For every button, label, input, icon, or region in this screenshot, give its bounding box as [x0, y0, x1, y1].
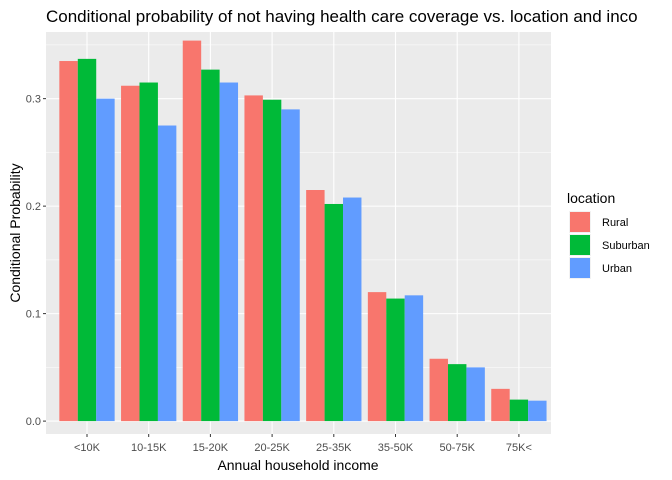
x-tick-label: 15-20K — [193, 442, 229, 454]
y-tick-label: 0.3 — [26, 94, 41, 106]
bar-rural-5 — [367, 292, 387, 422]
y-tick-label: 0.0 — [26, 416, 41, 428]
bar-rural-1 — [121, 85, 140, 422]
bar-suburban-2 — [201, 69, 220, 422]
x-axis: <10K 10-15K 15-20K 20-25K 25-35K 35-50K 50-75K… — [74, 434, 532, 454]
x-tick-label: 20-25K — [254, 442, 290, 454]
bar-rural-7 — [491, 388, 510, 422]
legend-label-urban: Urban — [602, 263, 632, 275]
legend-swatch-rural — [570, 212, 590, 232]
bar-rural-6 — [429, 358, 448, 422]
legend-swatch-suburban — [570, 235, 590, 255]
legend-title: location — [567, 190, 615, 206]
bar-rural-0 — [59, 61, 78, 422]
x-axis-title: Annual household income — [217, 457, 378, 473]
y-axis: 0.0 0.1 0.2 0.3 — [26, 94, 46, 428]
bar-suburban-6 — [447, 364, 467, 422]
bar-urban-4 — [343, 197, 362, 422]
y-tick-label: 0.1 — [26, 309, 41, 321]
bar-suburban-4 — [324, 203, 344, 422]
bar-urban-6 — [466, 367, 485, 422]
x-tick-label: 50-75K — [439, 442, 475, 454]
bar-urban-7 — [528, 400, 547, 422]
bar-suburban-7 — [509, 399, 529, 422]
legend: location Rural Suburban Urban — [567, 190, 650, 279]
bars — [59, 40, 547, 422]
bar-suburban-5 — [386, 298, 405, 422]
bar-suburban-3 — [262, 99, 282, 422]
bar-rural-3 — [244, 95, 263, 422]
bar-urban-3 — [281, 109, 300, 422]
bar-urban-0 — [96, 98, 115, 422]
bar-urban-1 — [157, 125, 177, 422]
bar-urban-2 — [219, 82, 239, 422]
y-axis-title: Conditional Probability — [7, 163, 23, 302]
legend-label-suburban: Suburban — [602, 240, 650, 252]
bar-rural-4 — [306, 190, 325, 422]
y-tick-label: 0.2 — [26, 201, 41, 213]
chart-title: Conditional probability of not having he… — [46, 7, 638, 26]
bar-suburban-0 — [77, 58, 97, 422]
x-tick-label: 10-15K — [131, 442, 167, 454]
x-tick-label: 35-50K — [378, 442, 414, 454]
legend-label-rural: Rural — [602, 217, 628, 229]
x-tick-label: 75K< — [506, 442, 532, 454]
bar-rural-2 — [182, 40, 202, 422]
legend-swatch-urban — [570, 258, 590, 278]
x-tick-label: 25-35K — [316, 442, 352, 454]
bar-urban-5 — [404, 295, 424, 422]
bar-suburban-1 — [139, 82, 158, 422]
x-tick-label: <10K — [74, 442, 101, 454]
